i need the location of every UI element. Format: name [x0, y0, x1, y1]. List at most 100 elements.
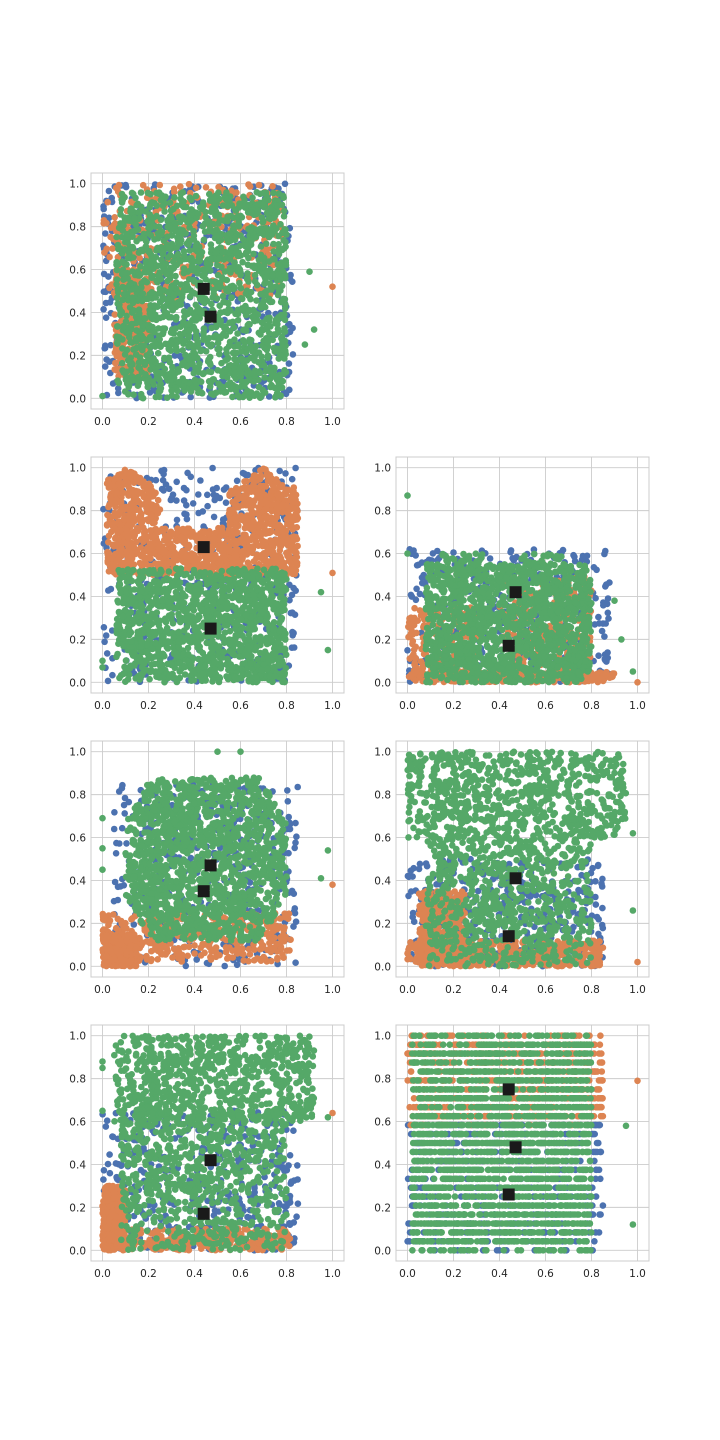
scatter-point [102, 314, 110, 322]
scatter-point [124, 217, 131, 224]
scatter-point [154, 244, 161, 252]
scatter-point [282, 470, 289, 477]
scatter-point [188, 206, 195, 213]
scatter-point [234, 306, 242, 314]
scatter-point [148, 342, 156, 350]
scatter-point [263, 505, 270, 513]
scatter-point [135, 376, 143, 384]
scatter-point [174, 525, 181, 532]
scatter-point [261, 374, 268, 381]
scatter-point [152, 476, 160, 484]
scatter-point [141, 358, 148, 366]
scatter-point [176, 352, 184, 360]
scatter-point [248, 237, 255, 244]
scatter-point [281, 180, 289, 188]
scatter-point [115, 379, 123, 387]
scatter-point [257, 482, 264, 490]
scatter-point [139, 181, 147, 189]
scatter-point [276, 467, 284, 475]
scatter-point [151, 302, 158, 309]
scatter-point [125, 330, 133, 337]
scatter-point [160, 304, 167, 311]
scatter-point [160, 248, 167, 255]
scatter-point [153, 277, 160, 285]
scatter-point [216, 302, 223, 310]
scatter-point [123, 312, 130, 320]
scatter-point [279, 338, 287, 345]
scatter-point [136, 295, 144, 303]
scatter-point [104, 559, 112, 566]
scatter-point [108, 194, 115, 202]
scatter-point [226, 547, 233, 555]
scatter-point [283, 487, 291, 495]
scatter-point [242, 249, 250, 256]
scatter-point [140, 538, 147, 546]
scatter-point [124, 357, 132, 364]
scatter-point [147, 527, 154, 534]
scatter-point [275, 190, 283, 197]
scatter-point [102, 632, 110, 639]
scatter-point [149, 378, 156, 386]
scatter-point [162, 481, 170, 488]
x-tick-label: 0.6 [232, 700, 249, 712]
scatter-point [237, 284, 245, 292]
scatter-point [274, 202, 281, 210]
scatter-point [210, 290, 217, 297]
scatter-point [210, 376, 218, 383]
scatter-point [120, 270, 128, 278]
scatter-point [241, 470, 248, 478]
scatter-point [219, 292, 227, 300]
scatter-point [223, 285, 230, 293]
scatter-point [105, 187, 113, 195]
scatter-point [266, 207, 274, 215]
scatter-point [175, 289, 182, 297]
scatter-point [169, 543, 177, 551]
scatter-point [206, 190, 213, 198]
scatter-point [129, 488, 137, 495]
scatter-point [277, 311, 285, 319]
scatter-point [165, 371, 173, 378]
scatter-point [150, 355, 157, 362]
scatter-point [139, 247, 146, 255]
scatter-point [281, 271, 289, 279]
scatter-point [118, 545, 125, 552]
scatter-point [237, 512, 245, 520]
scatter-point [138, 203, 145, 211]
scatter-point [152, 560, 159, 567]
scatter-point [146, 349, 154, 357]
scatter-point [260, 262, 268, 270]
scatter-point [100, 217, 108, 224]
scatter-point [292, 498, 299, 506]
scatter-point [233, 477, 241, 485]
scatter-point [224, 299, 232, 307]
scatter-point [186, 320, 193, 328]
scatter-point [198, 346, 205, 354]
scatter-point [287, 544, 294, 552]
scatter-point [251, 497, 258, 504]
scatter-point [287, 505, 295, 513]
scatter-point [250, 316, 258, 323]
scatter-point [147, 260, 154, 268]
scatter-point [164, 277, 171, 285]
scatter-point [175, 378, 182, 386]
scatter-point [251, 488, 258, 495]
scatter-point [117, 220, 124, 227]
scatter-point [231, 259, 238, 266]
scatter-point [139, 346, 146, 354]
scatter-point [177, 301, 185, 308]
scatter-point [241, 484, 248, 491]
scatter-point [126, 511, 134, 519]
scatter-point [254, 565, 261, 572]
scatter-point [178, 548, 186, 556]
scatter-point [109, 671, 116, 679]
scatter-point [179, 383, 187, 391]
scatter-point [155, 272, 162, 279]
scatter-point [185, 180, 193, 188]
scatter-point [161, 525, 169, 533]
scatter-point [217, 244, 225, 251]
y-tick-label: 0.4 [69, 591, 86, 603]
scatter-point [247, 344, 254, 352]
scatter-point [262, 483, 270, 490]
scatter-point [238, 348, 245, 355]
scatter-point [266, 476, 274, 483]
